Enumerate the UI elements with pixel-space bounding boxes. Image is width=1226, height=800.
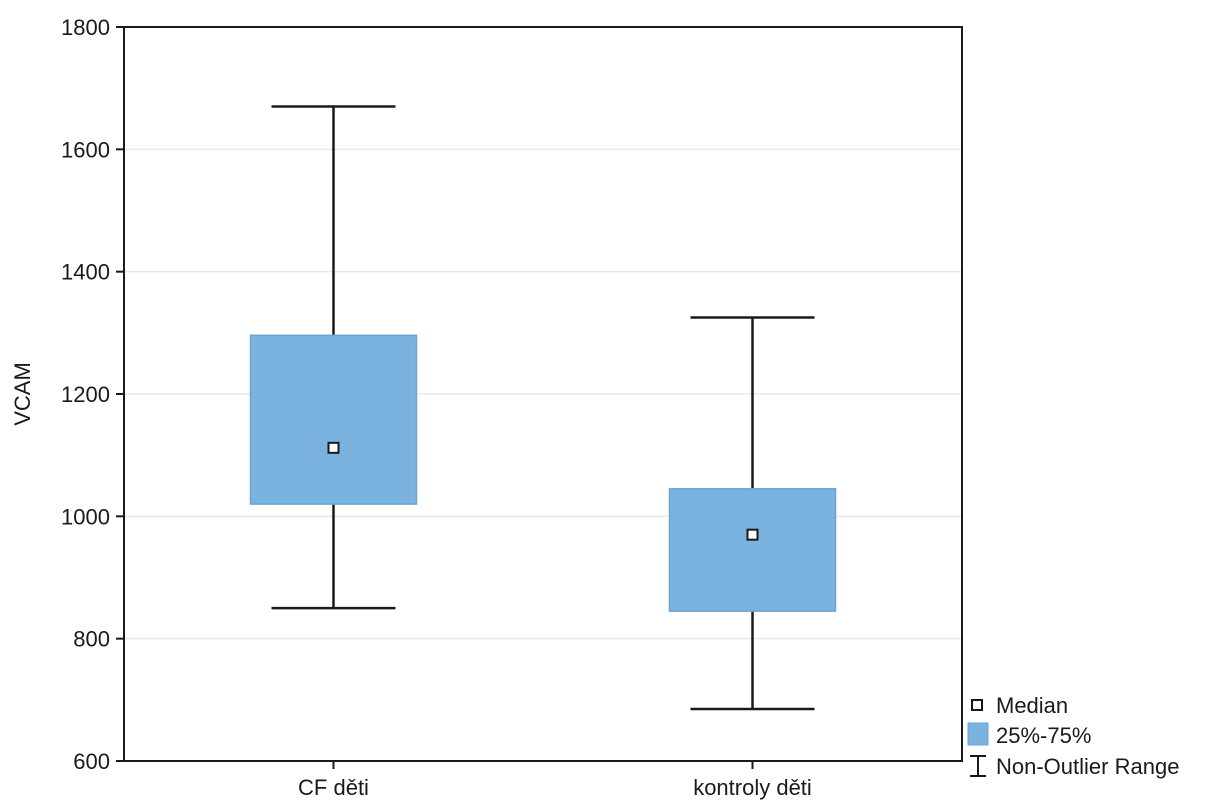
legend-whisker-icon: [970, 755, 986, 777]
median-marker: [746, 528, 759, 541]
median-marker: [327, 441, 340, 454]
legend-box-swatch: [967, 722, 989, 746]
legend-median-label: Median: [996, 693, 1068, 718]
boxes: [249, 105, 837, 711]
y-tick-label: 1600: [61, 137, 110, 162]
legend-whisker-label: Non-Outlier Range: [996, 754, 1179, 779]
y-tick-label: 1200: [61, 382, 110, 407]
box-group: [249, 105, 418, 610]
y-tick-label: 1800: [61, 15, 110, 40]
y-tick-label: 800: [73, 627, 110, 652]
y-axis: 600 800 1000 1200 1400 1600 1800: [61, 15, 124, 774]
y-axis-title: VCAM: [10, 362, 35, 426]
x-axis: CF děti kontroly děti: [298, 761, 812, 800]
x-tick-label: CF děti: [298, 775, 369, 800]
iqr-box: [668, 488, 837, 612]
y-tick-label: 1000: [61, 504, 110, 529]
legend-box-label: 25%-75%: [996, 723, 1091, 748]
legend: Median 25%-75% Non-Outlier Range: [967, 693, 1179, 779]
iqr-box: [249, 334, 418, 505]
y-tick-label: 600: [73, 749, 110, 774]
gridlines: [124, 148, 962, 640]
x-tick-label: kontroly děti: [693, 775, 812, 800]
legend-median-marker: [971, 699, 983, 711]
y-tick-label: 1400: [61, 260, 110, 285]
box-group: [668, 316, 837, 711]
